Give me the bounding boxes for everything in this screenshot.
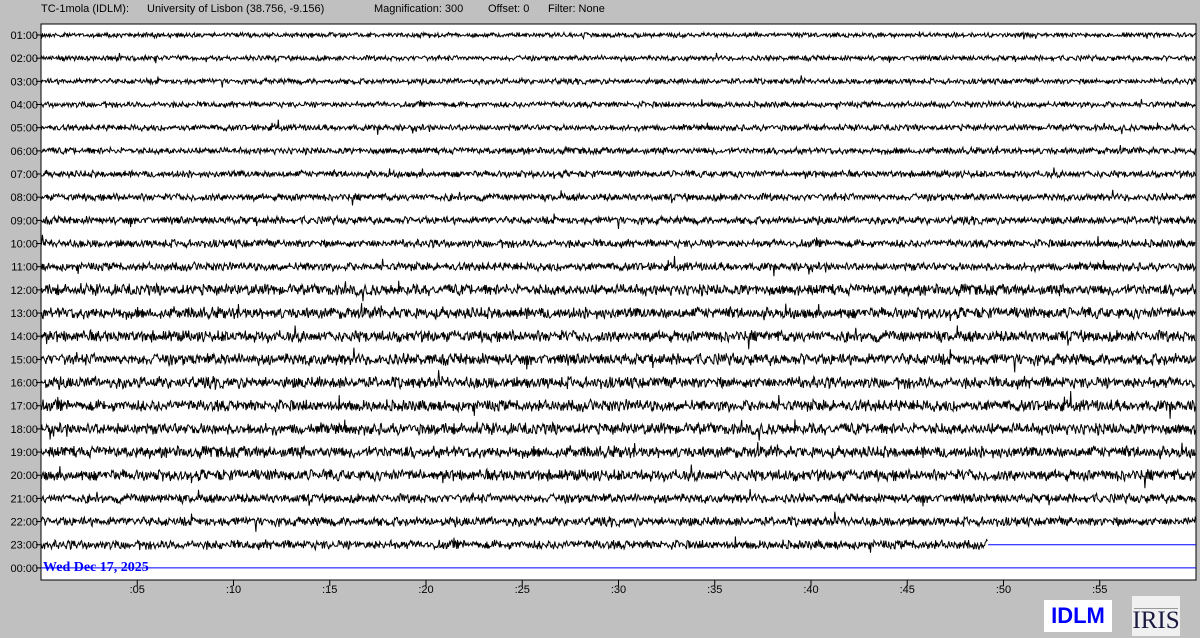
x-tick-label: :10 [226, 584, 241, 596]
trace-1600 [40, 370, 1196, 391]
row-label: 17:00 [10, 401, 38, 413]
row-label: 10:00 [10, 239, 38, 251]
row-label: 11:00 [11, 262, 38, 274]
row-label: 09:00 [10, 215, 38, 227]
date-label: Wed Dec 17, 2025 [43, 560, 149, 575]
row-label: 06:00 [10, 146, 38, 158]
row-label: 16:00 [10, 378, 38, 390]
row-label: 03:00 [10, 76, 38, 88]
row-label: 00:00 [10, 563, 38, 575]
row-label: 23:00 [10, 540, 38, 552]
trace-2100 [40, 489, 1196, 507]
row-label: 22:00 [10, 517, 38, 529]
row-label: 01:00 [10, 30, 38, 42]
magnification-label: Magnification: 300 [374, 3, 464, 15]
trace-2300 [40, 536, 988, 553]
trace-0800 [40, 189, 1196, 206]
trace-0300 [40, 75, 1196, 88]
trace-1900 [40, 442, 1196, 460]
x-tick-label: :25 [515, 584, 530, 596]
row-label: 14:00 [10, 331, 38, 343]
idlm-logo: IDLM [1044, 600, 1112, 632]
trace-0600 [40, 145, 1196, 156]
row-label: 19:00 [10, 447, 38, 459]
trace-0700 [40, 167, 1196, 180]
x-tick-label: :20 [418, 584, 433, 596]
row-label: 12:00 [10, 285, 38, 297]
trace-1800 [40, 419, 1196, 441]
trace-1000 [40, 234, 1196, 250]
trace-0100 [40, 30, 1196, 40]
trace-0200 [40, 52, 1196, 64]
row-label: 15:00 [10, 354, 38, 366]
station-label: TC-1mola (IDLM): [41, 3, 130, 15]
trace-0900 [40, 213, 1196, 230]
row-label: 04:00 [10, 100, 38, 112]
row-label: 05:00 [10, 123, 38, 135]
row-label: 08:00 [10, 192, 38, 204]
trace-1300 [40, 303, 1196, 322]
x-tick-label: :30 [611, 584, 626, 596]
trace-0400 [40, 98, 1196, 110]
x-tick-label: :55 [1092, 584, 1107, 596]
row-label: 20:00 [10, 470, 38, 482]
trace-1700 [40, 390, 1196, 419]
x-tick-label: :35 [707, 584, 722, 596]
x-tick-label: :50 [996, 584, 1011, 596]
trace-1500 [40, 347, 1196, 373]
row-label: 07:00 [10, 169, 38, 181]
x-tick-label: :05 [130, 584, 145, 596]
trace-2000 [40, 464, 1196, 489]
x-tick-label: :15 [322, 584, 337, 596]
x-tick-label: :40 [803, 584, 818, 596]
row-label: 21:00 [10, 493, 38, 505]
filter-label: Filter: None [548, 3, 605, 15]
trace-1200 [40, 280, 1196, 302]
trace-0500 [40, 119, 1196, 135]
row-label: 18:00 [10, 424, 38, 436]
trace-1100 [40, 255, 1196, 277]
trace-2200 [40, 511, 1196, 532]
location-label: University of Lisbon (38.756, -9.156) [147, 3, 325, 15]
row-label: 13:00 [10, 308, 38, 320]
offset-label: Offset: 0 [488, 3, 530, 15]
trace-1400 [40, 325, 1196, 350]
iris-logo: IRIS [1132, 596, 1180, 636]
row-label: 02:00 [10, 53, 38, 65]
x-tick-label: :45 [900, 584, 915, 596]
